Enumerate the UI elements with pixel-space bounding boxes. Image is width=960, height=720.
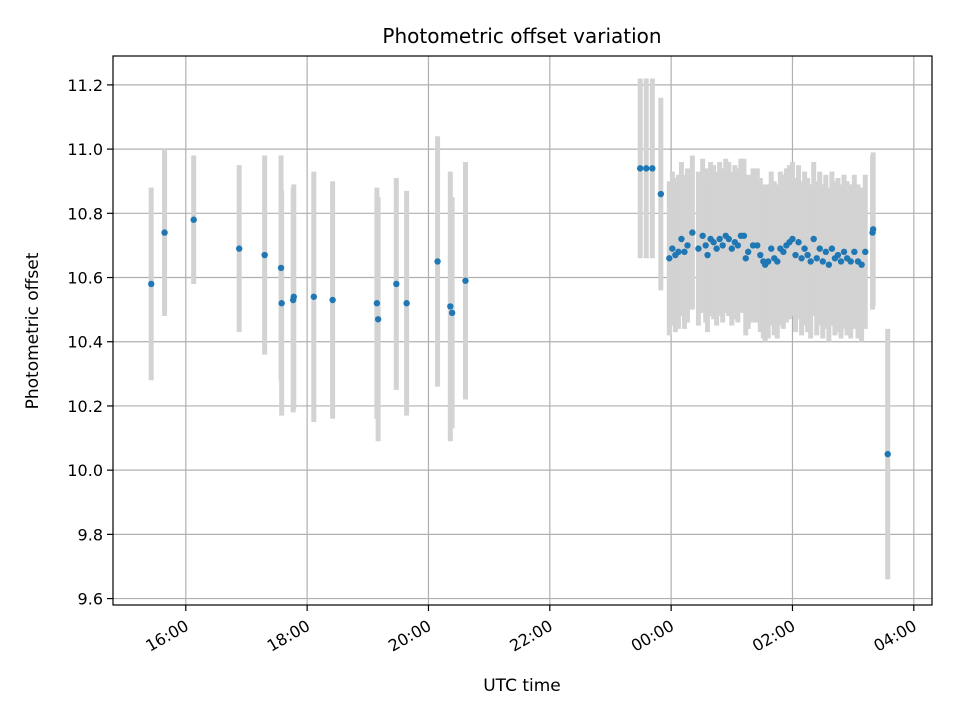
data-point <box>813 255 820 262</box>
data-point <box>858 261 865 268</box>
point-layer <box>148 165 891 458</box>
data-point <box>689 229 696 236</box>
data-point <box>148 280 155 288</box>
data-point <box>190 216 197 223</box>
data-point <box>828 245 836 252</box>
data-point <box>161 229 168 236</box>
data-point <box>816 245 823 252</box>
data-point <box>702 242 709 249</box>
chart-title: Photometric offset variation <box>382 24 661 48</box>
data-point <box>822 248 830 256</box>
data-point <box>862 248 869 256</box>
plot-frame <box>112 55 933 606</box>
data-point <box>636 165 644 172</box>
data-point <box>657 190 665 198</box>
data-point <box>710 239 717 246</box>
data-point <box>678 235 685 243</box>
data-point <box>807 258 814 265</box>
data-point <box>669 245 676 252</box>
data-point <box>884 450 891 458</box>
data-point <box>840 248 848 256</box>
data-point <box>742 255 749 262</box>
y-tick-label: 11.2 <box>67 76 103 95</box>
data-point <box>643 165 650 172</box>
data-point <box>792 251 799 259</box>
y-tick-label: 11.0 <box>67 140 103 159</box>
data-point <box>719 242 726 249</box>
data-point <box>789 235 796 243</box>
data-point <box>819 258 826 265</box>
data-point <box>798 255 805 262</box>
data-point <box>704 251 711 259</box>
data-point <box>757 251 764 259</box>
y-tick-label: 10.2 <box>67 397 103 416</box>
data-point <box>261 251 268 259</box>
data-point <box>290 293 297 300</box>
y-tick-label: 9.8 <box>78 525 103 544</box>
data-point <box>393 280 400 288</box>
data-point <box>373 300 381 307</box>
data-point <box>666 255 673 262</box>
data-point <box>728 245 735 252</box>
data-point <box>774 258 781 265</box>
y-tick-label: 10.8 <box>67 204 103 223</box>
data-point <box>713 245 720 252</box>
data-point <box>768 245 775 252</box>
data-point <box>462 277 469 284</box>
data-point <box>834 251 842 259</box>
data-point <box>716 235 723 243</box>
y-tick-label: 10.0 <box>67 461 103 480</box>
data-point <box>434 258 441 265</box>
x-axis-title: UTC time <box>483 676 561 696</box>
data-point <box>810 235 817 243</box>
data-point <box>869 226 877 233</box>
data-point <box>804 251 811 259</box>
data-point <box>780 248 787 256</box>
data-point <box>740 232 748 239</box>
data-point <box>277 264 285 272</box>
data-point <box>235 245 243 252</box>
data-point <box>447 303 454 310</box>
y-axis-title: Photometric offset <box>23 252 43 409</box>
data-point <box>310 293 318 300</box>
y-tick-label: 10.6 <box>67 269 103 288</box>
y-tick-label: 10.4 <box>67 333 103 352</box>
data-point <box>448 309 456 317</box>
data-point <box>725 235 732 243</box>
data-point <box>675 248 682 256</box>
data-point <box>754 242 761 249</box>
data-point <box>765 258 772 265</box>
data-point <box>801 245 808 252</box>
y-tick-label: 9.6 <box>78 590 103 609</box>
data-point <box>649 165 656 172</box>
data-point <box>851 248 858 256</box>
data-point <box>329 296 336 304</box>
data-point <box>374 316 382 323</box>
data-point <box>795 239 802 246</box>
data-point <box>278 300 285 307</box>
data-point <box>695 245 702 252</box>
data-point <box>744 248 752 256</box>
data-point <box>684 242 691 249</box>
data-point <box>403 300 410 307</box>
data-point <box>825 261 833 268</box>
data-point <box>681 248 688 256</box>
data-point <box>847 258 854 265</box>
data-point <box>699 232 706 239</box>
data-point <box>837 258 845 265</box>
data-point <box>734 242 742 249</box>
